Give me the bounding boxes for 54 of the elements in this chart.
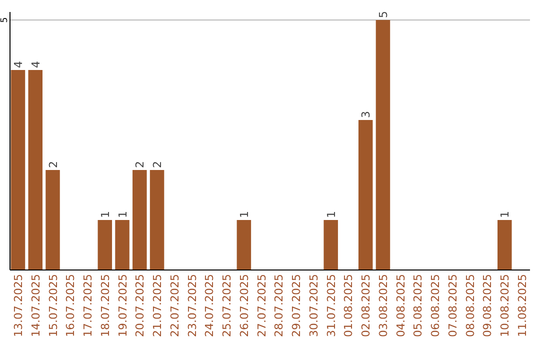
x-tick-label: 13.07.2025 [12,274,25,337]
data-label: 3 [360,111,373,118]
bar [115,220,130,270]
x-tick-label: 23.07.2025 [186,274,199,337]
data-label: 1 [116,211,130,218]
bar [150,170,164,270]
x-tick-label: 01.08.2025 [342,274,356,337]
x-tick-label: 30.07.2025 [307,274,320,337]
x-tick-label: 07.08.2025 [446,274,460,337]
bar [46,170,60,270]
bar [358,120,373,270]
bar [10,70,26,270]
x-tick-label: 15.07.2025 [46,274,60,337]
x-tick-label: 14.07.2025 [29,274,42,337]
x-tick-label: 21.07.2025 [151,274,164,337]
bar [324,220,338,270]
data-label: 2 [151,161,164,168]
x-tick-label: 28.07.2025 [272,274,286,337]
x-tick-label: 25.07.2025 [220,274,234,337]
x-tick-label: 19.07.2025 [116,274,130,337]
x-tick-label: 18.07.2025 [98,274,112,337]
x-tick-label: 24.07.2025 [203,274,216,337]
x-tick-label: 11.08.2025 [516,274,530,337]
data-label: 1 [98,211,112,218]
x-tick-label: 27.07.2025 [255,274,268,337]
bar [498,220,512,270]
bar [236,220,252,270]
data-label: 2 [46,161,60,168]
data-label: 1 [498,211,512,218]
x-tick-label: 29.07.2025 [290,274,304,337]
x-tick-label: 17.07.2025 [82,274,95,337]
bar [132,170,147,270]
x-tick-label: 05.08.2025 [412,274,425,337]
x-tick-label: 10.08.2025 [498,274,512,337]
x-tick-label: 16.07.2025 [64,274,78,337]
x-tick-label: 02.08.2025 [360,274,373,337]
x-tick-label: 09.08.2025 [481,274,494,337]
data-label: 2 [134,161,147,168]
bar [376,20,390,270]
data-label: 5 [376,11,390,18]
data-label: 1 [324,211,338,218]
x-tick-label: 20.07.2025 [134,274,147,337]
data-label: 1 [238,211,251,218]
bar [98,220,112,270]
x-tick-label: 26.07.2025 [238,274,251,337]
data-label: 4 [12,61,25,68]
x-tick-label: 08.08.2025 [464,274,477,337]
x-tick-label: 22.07.2025 [168,274,182,337]
x-tick-label: 04.08.2025 [394,274,408,337]
x-tick-label: 06.08.2025 [429,274,442,337]
x-tick-label: 03.08.2025 [376,274,390,337]
bar [28,70,42,270]
data-label: 4 [29,61,42,68]
x-tick-label: 31.07.2025 [324,274,338,337]
